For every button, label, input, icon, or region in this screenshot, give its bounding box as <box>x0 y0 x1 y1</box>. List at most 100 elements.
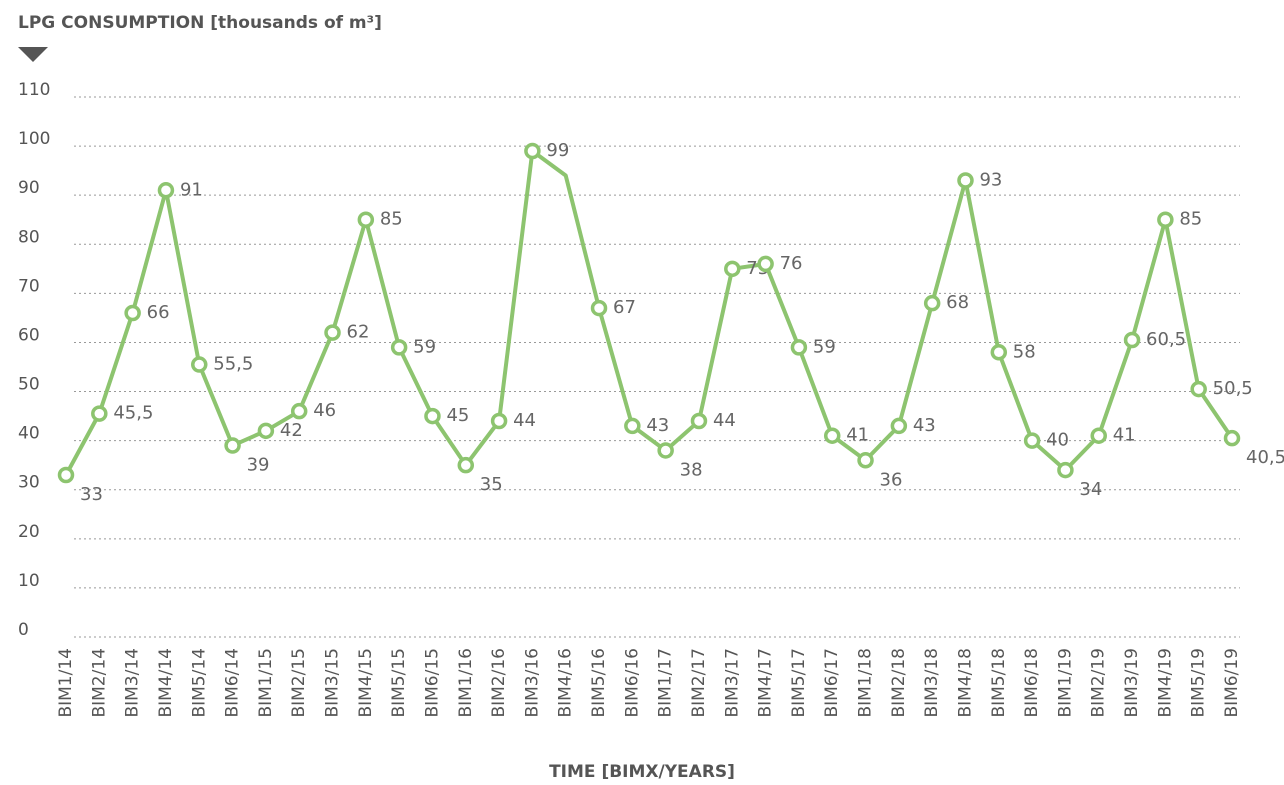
point <box>324 324 341 341</box>
x-tick-label: BIM1/17 <box>656 648 676 718</box>
data-label: 62 <box>347 322 370 343</box>
x-tick-label: BIM4/16 <box>556 648 576 718</box>
x-tick-label: BIM3/19 <box>1122 648 1142 718</box>
x-tick-label: BIM1/19 <box>1055 648 1075 718</box>
data-label: 93 <box>979 169 1002 190</box>
y-tick-label: 80 <box>18 227 40 247</box>
data-label: 46 <box>313 400 336 421</box>
data-label: 34 <box>1079 479 1102 500</box>
point <box>224 437 241 454</box>
x-tick-label: BIM2/14 <box>89 648 109 718</box>
x-tick-label: BIM1/18 <box>856 648 876 718</box>
y-tick-label: 40 <box>18 424 40 444</box>
point <box>357 211 375 228</box>
y-tick-label: 110 <box>18 80 50 100</box>
data-label: 43 <box>646 415 669 436</box>
y-tick-label: 50 <box>18 375 40 395</box>
x-tick-label: BIM3/16 <box>522 648 542 718</box>
point <box>257 422 275 440</box>
point <box>757 255 774 273</box>
data-label: 60,5 <box>1146 329 1186 350</box>
data-label: 76 <box>780 253 803 274</box>
data-label: 99 <box>546 140 569 161</box>
data-label: 39 <box>247 455 270 476</box>
point <box>1190 380 1207 398</box>
point <box>424 407 441 425</box>
x-tick-label: BIM4/15 <box>356 648 376 718</box>
point <box>290 402 308 420</box>
point <box>790 339 808 356</box>
point <box>1157 211 1174 228</box>
data-label: 44 <box>713 410 736 431</box>
point <box>124 304 141 322</box>
data-label: 66 <box>147 302 170 323</box>
data-label: 50,5 <box>1213 378 1253 399</box>
x-tick-label: BIM2/18 <box>889 648 909 718</box>
x-tick-label: BIM3/17 <box>722 648 742 718</box>
data-label: 35 <box>480 474 503 495</box>
point <box>624 417 641 435</box>
data-label: 45,5 <box>113 403 153 424</box>
data-label: 67 <box>613 297 636 318</box>
point <box>457 456 475 474</box>
point <box>1090 427 1107 444</box>
point <box>990 344 1008 361</box>
point <box>191 356 208 373</box>
y-tick-label: 70 <box>18 276 40 296</box>
data-label: 40,5 <box>1246 447 1284 468</box>
x-tick-label: BIM4/17 <box>756 648 776 718</box>
x-tick-label: BIM4/14 <box>156 648 176 718</box>
point <box>857 452 874 469</box>
x-tick-label: BIM5/15 <box>389 648 409 718</box>
point <box>890 417 908 435</box>
x-tick-label: BIM2/16 <box>489 648 509 718</box>
y-tick-label: 30 <box>18 473 40 493</box>
data-label: 42 <box>280 420 303 441</box>
point <box>57 466 75 484</box>
data-label: 91 <box>180 179 203 200</box>
data-label: 58 <box>1013 341 1036 362</box>
data-label: 36 <box>880 469 903 490</box>
point <box>923 294 941 312</box>
data-label: 43 <box>913 415 936 436</box>
x-axis-title: TIME [BIMX/YEARS] <box>549 762 735 782</box>
y-tick-label: 0 <box>18 620 29 640</box>
data-label: 41 <box>846 425 869 446</box>
point <box>657 442 674 459</box>
y-tick-label: 60 <box>18 325 40 345</box>
title-marker <box>18 47 48 62</box>
point <box>1223 429 1241 447</box>
x-tick-label: BIM5/17 <box>789 648 809 718</box>
x-tick-label: BIM6/14 <box>223 648 243 718</box>
data-label: 33 <box>80 484 103 505</box>
x-tick-label: BIM5/19 <box>1189 648 1209 718</box>
point <box>690 412 708 430</box>
data-label: 68 <box>946 292 969 313</box>
data-label: 85 <box>380 209 403 230</box>
x-tick-label: BIM5/14 <box>189 648 209 718</box>
data-label: 59 <box>413 336 436 357</box>
x-tick-label: BIM1/14 <box>56 648 76 718</box>
x-tick-label: BIM2/19 <box>1089 648 1109 718</box>
data-label: 40 <box>1046 430 1069 451</box>
x-tick-label: BIM3/14 <box>123 648 143 718</box>
chart-title: LPG CONSUMPTION [thousands of m³] <box>18 13 382 33</box>
y-tick-label: 100 <box>18 129 50 149</box>
point <box>957 172 974 189</box>
point <box>1123 331 1141 349</box>
data-label: 38 <box>680 459 703 480</box>
point <box>1023 432 1041 449</box>
x-tick-label: BIM4/18 <box>955 648 975 718</box>
point <box>724 260 741 278</box>
x-tick-label: BIM1/16 <box>456 648 476 718</box>
point <box>390 339 408 356</box>
point <box>823 427 841 444</box>
x-tick-label: BIM5/18 <box>989 648 1009 718</box>
point <box>91 405 108 422</box>
x-tick-label: BIM4/19 <box>1155 648 1175 718</box>
x-tick-label: BIM1/15 <box>256 648 276 718</box>
data-label: 41 <box>1113 425 1136 446</box>
y-tick-label: 10 <box>18 571 40 591</box>
x-tick-label: BIM2/17 <box>689 648 709 718</box>
